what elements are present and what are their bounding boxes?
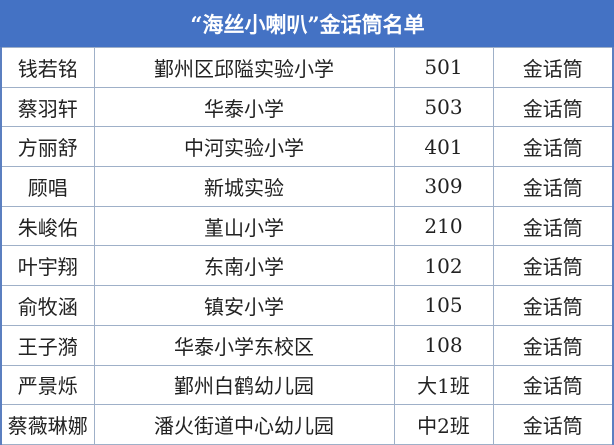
table-title: “海丝小喇叭”金话筒名单	[0, 0, 614, 47]
award-cell: 金话筒	[492, 324, 614, 366]
school-cell: 潘火街道中心幼儿园	[93, 404, 395, 445]
student-name-cell: 俞牧涵	[0, 285, 95, 326]
award-cell: 金话筒	[492, 404, 614, 445]
student-name-cell: 蔡薇琳娜	[0, 404, 95, 445]
school-cell: 中河实验小学	[93, 126, 395, 168]
class-cell: 401	[393, 126, 494, 168]
student-name-cell: 蔡羽轩	[0, 86, 95, 128]
student-name-cell: 顾唱	[0, 166, 95, 207]
class-cell: 309	[393, 166, 494, 207]
class-cell: 中2班	[393, 404, 494, 445]
award-cell: 金话筒	[492, 364, 614, 406]
school-cell: 堇山小学	[93, 205, 395, 247]
school-cell: 华泰小学	[93, 86, 395, 128]
table-row: 叶宇翔 东南小学 102 金话筒	[0, 245, 614, 287]
award-cell: 金话筒	[492, 245, 614, 287]
class-cell: 大1班	[393, 364, 494, 406]
award-cell: 金话筒	[492, 126, 614, 168]
class-cell: 105	[393, 285, 494, 326]
award-table: 钱若铭 鄞州区邱隘实验小学 501 金话筒 蔡羽轩 华泰小学 503 金话筒 方丽舒 中河实验小学…	[0, 47, 614, 445]
table-row: 严景烁 鄞州白鹤幼儿园 大1班 金话筒	[0, 364, 614, 406]
student-name-cell: 方丽舒	[0, 126, 95, 168]
class-cell: 108	[393, 324, 494, 366]
school-cell: 镇安小学	[93, 285, 395, 326]
student-name-cell: 钱若铭	[0, 47, 95, 88]
school-cell: 新城实验	[93, 166, 395, 207]
table-row: 顾唱 新城实验 309 金话筒	[0, 166, 614, 207]
class-cell: 503	[393, 86, 494, 128]
school-cell: 鄞州白鹤幼儿园	[93, 364, 395, 406]
class-cell: 210	[393, 205, 494, 247]
award-cell: 金话筒	[492, 205, 614, 247]
table-row: 蔡羽轩 华泰小学 503 金话筒	[0, 86, 614, 128]
award-cell: 金话筒	[492, 166, 614, 207]
table-row: 蔡薇琳娜 潘火街道中心幼儿园 中2班 金话筒	[0, 404, 614, 445]
student-name-cell: 朱峻佑	[0, 205, 95, 247]
table-row: 朱峻佑 堇山小学 210 金话筒	[0, 205, 614, 247]
school-cell: 华泰小学东校区	[93, 324, 395, 366]
table-row: 俞牧涵 镇安小学 105 金话筒	[0, 285, 614, 326]
table-row: 方丽舒 中河实验小学 401 金话筒	[0, 126, 614, 168]
award-cell: 金话筒	[492, 86, 614, 128]
class-cell: 102	[393, 245, 494, 287]
class-cell: 501	[393, 47, 494, 88]
table-row: 王子漪 华泰小学东校区 108 金话筒	[0, 324, 614, 366]
school-cell: 鄞州区邱隘实验小学	[93, 47, 395, 88]
award-cell: 金话筒	[492, 285, 614, 326]
student-name-cell: 叶宇翔	[0, 245, 95, 287]
table-row: 钱若铭 鄞州区邱隘实验小学 501 金话筒	[0, 47, 614, 88]
student-name-cell: 严景烁	[0, 364, 95, 406]
award-cell: 金话筒	[492, 47, 614, 88]
student-name-cell: 王子漪	[0, 324, 95, 366]
school-cell: 东南小学	[93, 245, 395, 287]
